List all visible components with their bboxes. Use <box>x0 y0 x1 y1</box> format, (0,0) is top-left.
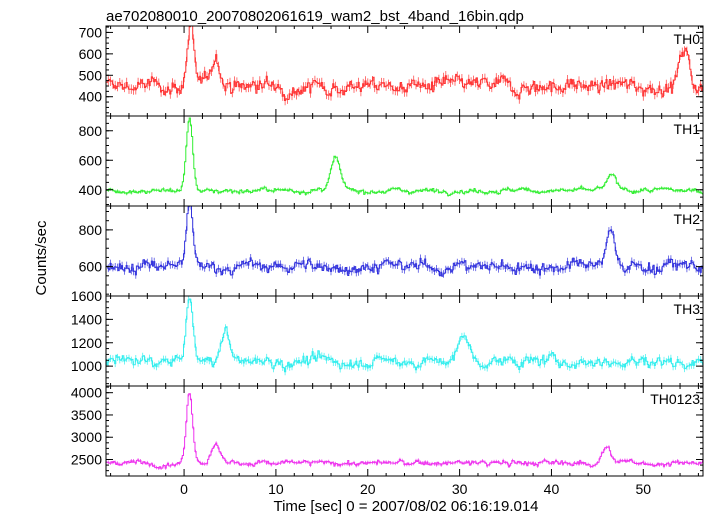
y-tick-label: 800 <box>79 123 103 139</box>
y-tick-label: 500 <box>79 67 103 83</box>
y-tick-label: 1200 <box>71 335 102 351</box>
panel-label-th1: TH1 <box>674 121 701 137</box>
y-tick-label: 3500 <box>71 407 102 423</box>
y-tick-label: 4000 <box>71 385 102 401</box>
y-tick-label: 600 <box>79 46 103 62</box>
y-tick-label: 1400 <box>71 311 102 327</box>
y-tick-label: 700 <box>79 24 103 40</box>
plot-title: ae702080010_20070802061619_wam2_bst_4ban… <box>106 8 524 25</box>
y-axis-title: Counts/sec <box>33 220 50 296</box>
series-errorbars-th1 <box>106 120 703 197</box>
panel-frame-th3 <box>105 295 704 387</box>
series-errorbars-th2 <box>106 206 703 279</box>
x-tick-label: 0 <box>180 481 188 497</box>
y-tick-label: 600 <box>79 152 103 168</box>
x-tick-label: 10 <box>268 481 284 497</box>
panel-label-th0: TH0 <box>674 31 701 47</box>
panel-frame-th1 <box>105 115 704 207</box>
x-tick-label: 30 <box>452 481 468 497</box>
y-tick-label: 400 <box>79 89 103 105</box>
panel-label-th2: TH2 <box>674 211 701 227</box>
y-tick-label: 600 <box>79 259 103 275</box>
series-line-th0 <box>106 26 703 101</box>
series-errorbars-th3 <box>106 296 703 376</box>
y-tick-label: 1600 <box>71 288 102 304</box>
panel-frame-th0 <box>105 25 704 117</box>
y-tick-label: 800 <box>79 222 103 238</box>
panel-label-th0123: TH0123 <box>650 391 700 407</box>
x-tick-label: 40 <box>544 481 560 497</box>
y-tick-label: 1000 <box>71 358 102 374</box>
series-line-th1 <box>106 117 703 196</box>
y-tick-label: 2500 <box>71 452 102 468</box>
panel-label-th3: TH3 <box>674 301 701 317</box>
panel-frame-th0123 <box>105 385 704 477</box>
series-line-th0123 <box>106 393 703 469</box>
series-line-th2 <box>106 206 703 277</box>
y-tick-label: 3000 <box>71 429 102 445</box>
x-tick-label: 20 <box>360 481 376 497</box>
x-axis-title: Time [sec] 0 = 2007/08/02 06:16:19.014 <box>273 498 538 515</box>
y-tick-label: 400 <box>79 182 103 198</box>
series-line-th3 <box>106 298 703 373</box>
x-tick-label: 50 <box>636 481 652 497</box>
